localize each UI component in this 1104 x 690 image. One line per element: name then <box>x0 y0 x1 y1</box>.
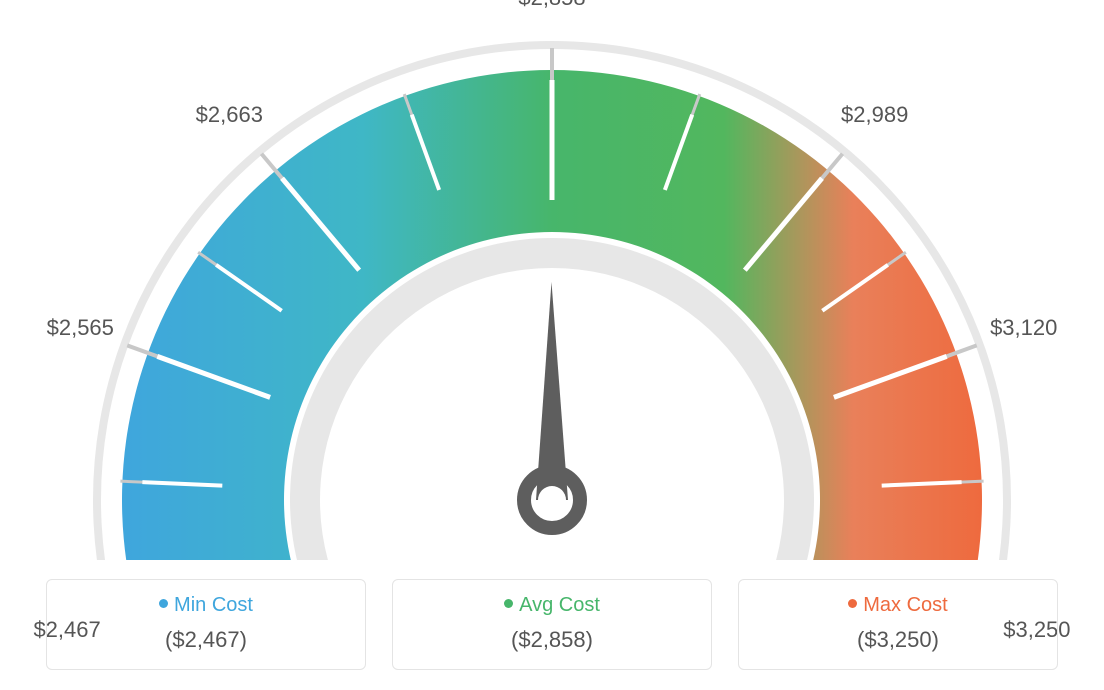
gauge-area: $2,467 $2,565 $2,663 $2,858 $2,989 $3,12… <box>0 0 1104 560</box>
legend-row: Min Cost ($2,467) Avg Cost ($2,858) Max … <box>0 579 1104 670</box>
gauge-tick-label: $2,858 <box>518 0 585 11</box>
dot-icon <box>159 599 168 608</box>
legend-value-min: ($2,467) <box>57 627 355 653</box>
gauge-svg <box>0 0 1104 560</box>
legend-card-max: Max Cost ($3,250) <box>738 579 1058 670</box>
cost-gauge-widget: $2,467 $2,565 $2,663 $2,858 $2,989 $3,12… <box>0 0 1104 690</box>
gauge-tick-label: $3,120 <box>990 315 1057 341</box>
legend-card-min: Min Cost ($2,467) <box>46 579 366 670</box>
legend-title-min: Min Cost <box>57 594 355 617</box>
legend-title-text: Avg Cost <box>519 594 600 616</box>
dot-icon <box>848 599 857 608</box>
gauge-tick-label: $2,565 <box>47 315 114 341</box>
gauge-tick-label: $2,663 <box>196 102 263 128</box>
legend-title-max: Max Cost <box>749 594 1047 617</box>
legend-value-avg: ($2,858) <box>403 627 701 653</box>
gauge-needle <box>524 282 580 528</box>
legend-title-text: Max Cost <box>863 594 947 616</box>
legend-title-avg: Avg Cost <box>403 594 701 617</box>
dot-icon <box>504 599 513 608</box>
legend-card-avg: Avg Cost ($2,858) <box>392 579 712 670</box>
gauge-tick-label: $2,989 <box>841 102 908 128</box>
legend-value-max: ($3,250) <box>749 627 1047 653</box>
legend-title-text: Min Cost <box>174 594 253 616</box>
